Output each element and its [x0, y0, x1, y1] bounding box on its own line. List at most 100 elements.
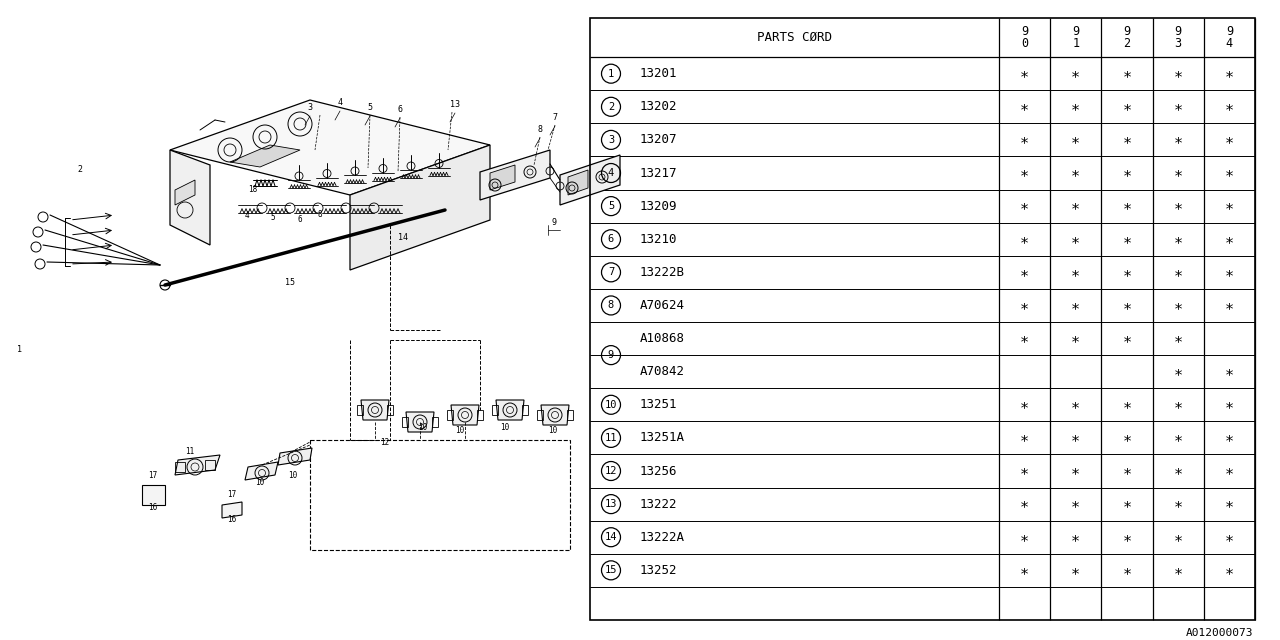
Text: 13209: 13209	[640, 200, 677, 212]
Polygon shape	[175, 180, 195, 205]
Text: 15: 15	[604, 565, 617, 575]
Text: PARTS CØRD: PARTS CØRD	[756, 31, 832, 44]
Text: ∗: ∗	[1225, 132, 1234, 147]
Text: 13: 13	[451, 100, 460, 109]
Text: 9
2: 9 2	[1124, 25, 1130, 50]
Text: 10: 10	[419, 423, 428, 432]
Text: ∗: ∗	[1174, 99, 1183, 115]
Text: ∗: ∗	[1123, 497, 1132, 511]
Polygon shape	[221, 502, 242, 518]
Text: A10868: A10868	[640, 332, 685, 345]
Text: ∗: ∗	[1123, 530, 1132, 545]
Text: ∗: ∗	[1020, 298, 1029, 313]
Text: ∗: ∗	[1174, 563, 1183, 578]
Text: 13251: 13251	[640, 398, 677, 412]
Text: 10: 10	[548, 426, 557, 435]
Text: 10: 10	[288, 471, 297, 480]
Polygon shape	[451, 405, 479, 425]
Text: 12: 12	[380, 438, 389, 447]
Text: ∗: ∗	[1174, 530, 1183, 545]
Text: ∗: ∗	[1020, 331, 1029, 346]
Text: 6: 6	[298, 215, 302, 224]
Polygon shape	[568, 170, 588, 195]
Text: ∗: ∗	[1020, 99, 1029, 115]
Text: ∗: ∗	[1225, 166, 1234, 180]
Text: 10: 10	[255, 478, 264, 487]
Text: 4: 4	[608, 168, 614, 178]
Text: 9
1: 9 1	[1073, 25, 1079, 50]
Polygon shape	[142, 485, 165, 505]
Text: ∗: ∗	[1020, 463, 1029, 479]
Text: ∗: ∗	[1020, 232, 1029, 247]
Text: ∗: ∗	[1020, 530, 1029, 545]
Text: ∗: ∗	[1071, 298, 1080, 313]
Text: 9: 9	[608, 350, 614, 360]
Text: ∗: ∗	[1123, 198, 1132, 214]
Text: 13217: 13217	[640, 166, 677, 179]
Polygon shape	[490, 165, 515, 190]
Text: ∗: ∗	[1123, 166, 1132, 180]
Text: ∗: ∗	[1225, 430, 1234, 445]
Text: ∗: ∗	[1020, 563, 1029, 578]
Text: 2: 2	[78, 166, 82, 175]
Text: ∗: ∗	[1225, 397, 1234, 412]
Bar	[590, 18, 1254, 620]
Text: ∗: ∗	[1225, 232, 1234, 247]
Text: ∗: ∗	[1123, 463, 1132, 479]
Text: 6: 6	[398, 105, 402, 114]
Text: 14: 14	[604, 532, 617, 542]
Polygon shape	[406, 412, 434, 432]
Text: ∗: ∗	[1071, 397, 1080, 412]
Text: 9
3: 9 3	[1175, 25, 1181, 50]
Text: 13252: 13252	[640, 564, 677, 577]
Text: ∗: ∗	[1071, 198, 1080, 214]
Text: 13201: 13201	[640, 67, 677, 80]
Text: 12: 12	[604, 466, 617, 476]
Text: ∗: ∗	[1123, 430, 1132, 445]
Text: ∗: ∗	[1020, 132, 1029, 147]
Text: ∗: ∗	[1225, 497, 1234, 511]
Text: 16: 16	[148, 503, 157, 512]
Text: ∗: ∗	[1020, 397, 1029, 412]
Text: 9
0: 9 0	[1021, 25, 1028, 50]
Polygon shape	[361, 400, 389, 420]
Text: ∗: ∗	[1071, 331, 1080, 346]
Text: ∗: ∗	[1225, 364, 1234, 379]
Text: 16: 16	[227, 515, 237, 524]
Text: 9
4: 9 4	[1226, 25, 1233, 50]
Text: 13222A: 13222A	[640, 531, 685, 544]
Text: ∗: ∗	[1123, 397, 1132, 412]
Text: ∗: ∗	[1174, 265, 1183, 280]
Polygon shape	[561, 155, 620, 205]
Text: ∗: ∗	[1071, 265, 1080, 280]
Text: ∗: ∗	[1174, 166, 1183, 180]
Polygon shape	[480, 150, 550, 200]
Text: ∗: ∗	[1123, 99, 1132, 115]
Text: ∗: ∗	[1174, 198, 1183, 214]
Text: ∗: ∗	[1071, 563, 1080, 578]
Text: 3: 3	[608, 135, 614, 145]
Text: 7: 7	[608, 268, 614, 277]
Text: 5: 5	[367, 103, 372, 112]
Text: 13222B: 13222B	[640, 266, 685, 279]
Text: ∗: ∗	[1020, 265, 1029, 280]
Text: ∗: ∗	[1123, 232, 1132, 247]
Polygon shape	[349, 145, 490, 270]
Text: 13207: 13207	[640, 133, 677, 147]
Text: 9: 9	[552, 218, 557, 227]
Text: 17: 17	[148, 471, 157, 480]
Text: 5: 5	[608, 201, 614, 211]
Text: ∗: ∗	[1123, 265, 1132, 280]
Polygon shape	[541, 405, 570, 425]
Text: 11: 11	[186, 447, 195, 456]
Text: A70842: A70842	[640, 365, 685, 378]
Text: 5: 5	[270, 213, 275, 222]
Text: ∗: ∗	[1174, 497, 1183, 511]
Text: 15: 15	[285, 278, 294, 287]
Text: ∗: ∗	[1020, 66, 1029, 81]
Text: ∗: ∗	[1071, 66, 1080, 81]
Text: ∗: ∗	[1123, 331, 1132, 346]
Text: 10: 10	[604, 400, 617, 410]
Text: ∗: ∗	[1225, 563, 1234, 578]
Text: 8: 8	[538, 125, 543, 134]
